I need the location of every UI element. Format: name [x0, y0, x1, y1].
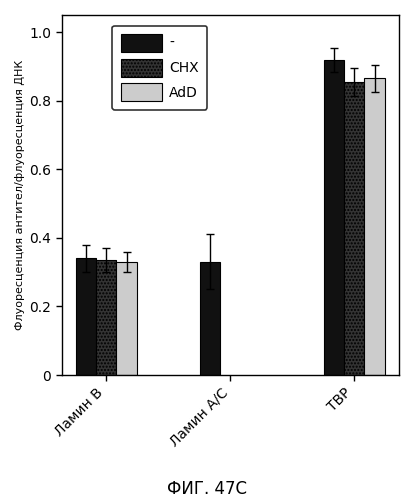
- Bar: [76, 258, 96, 375]
- Bar: [323, 59, 343, 375]
- Bar: [199, 262, 220, 375]
- Y-axis label: Флуоресценция антител/флуоресценция ДНК: Флуоресценция антител/флуоресценция ДНК: [15, 60, 25, 330]
- Bar: [343, 82, 363, 375]
- Legend: -, CHX, AdD: -, CHX, AdD: [112, 25, 207, 110]
- Text: ФИГ. 47C: ФИГ. 47C: [166, 480, 247, 498]
- Bar: [116, 262, 136, 375]
- Bar: [363, 78, 384, 375]
- Bar: [96, 260, 116, 375]
